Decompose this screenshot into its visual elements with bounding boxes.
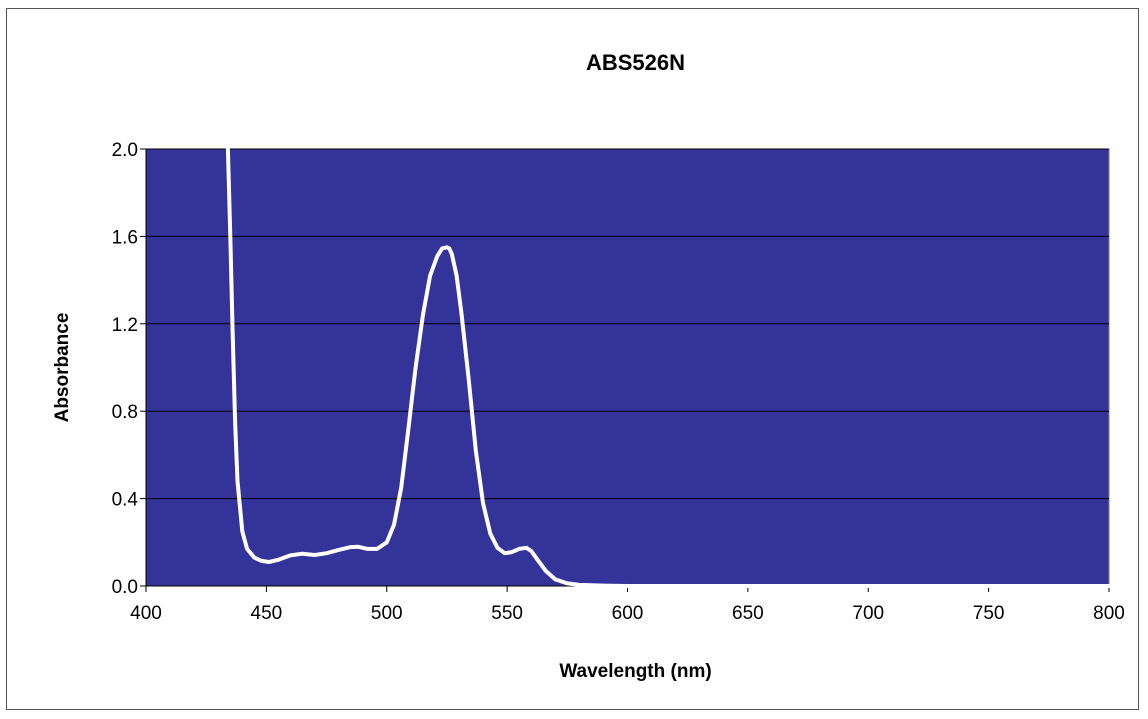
y-tick-label: 0.8: [112, 402, 138, 423]
x-tick-label: 400: [130, 603, 162, 624]
x-tick-label: 650: [732, 603, 764, 624]
y-tick-label: 1.6: [112, 227, 138, 248]
plot-area: [145, 148, 1110, 587]
chart-title: ABS526N: [586, 50, 685, 75]
x-tick-label: 750: [973, 603, 1005, 624]
x-tick-label: 450: [251, 603, 283, 624]
y-tick-label: 1.2: [112, 315, 138, 336]
y-tick-label: 0.0: [112, 577, 138, 598]
x-tick-label: 550: [491, 603, 523, 624]
x-tick-label: 600: [612, 603, 644, 624]
absorbance-series-line: [225, 147, 1111, 588]
x-axis-title: Wavelength (nm): [559, 661, 711, 682]
y-tick-label: 2.0: [112, 140, 138, 161]
x-tick-label: 800: [1093, 603, 1125, 624]
x-tick-label: 700: [852, 603, 884, 624]
y-tick-label: 0.4: [112, 490, 139, 511]
y-axis-title: Absorbance: [52, 313, 73, 423]
x-tick-label: 500: [371, 603, 403, 624]
